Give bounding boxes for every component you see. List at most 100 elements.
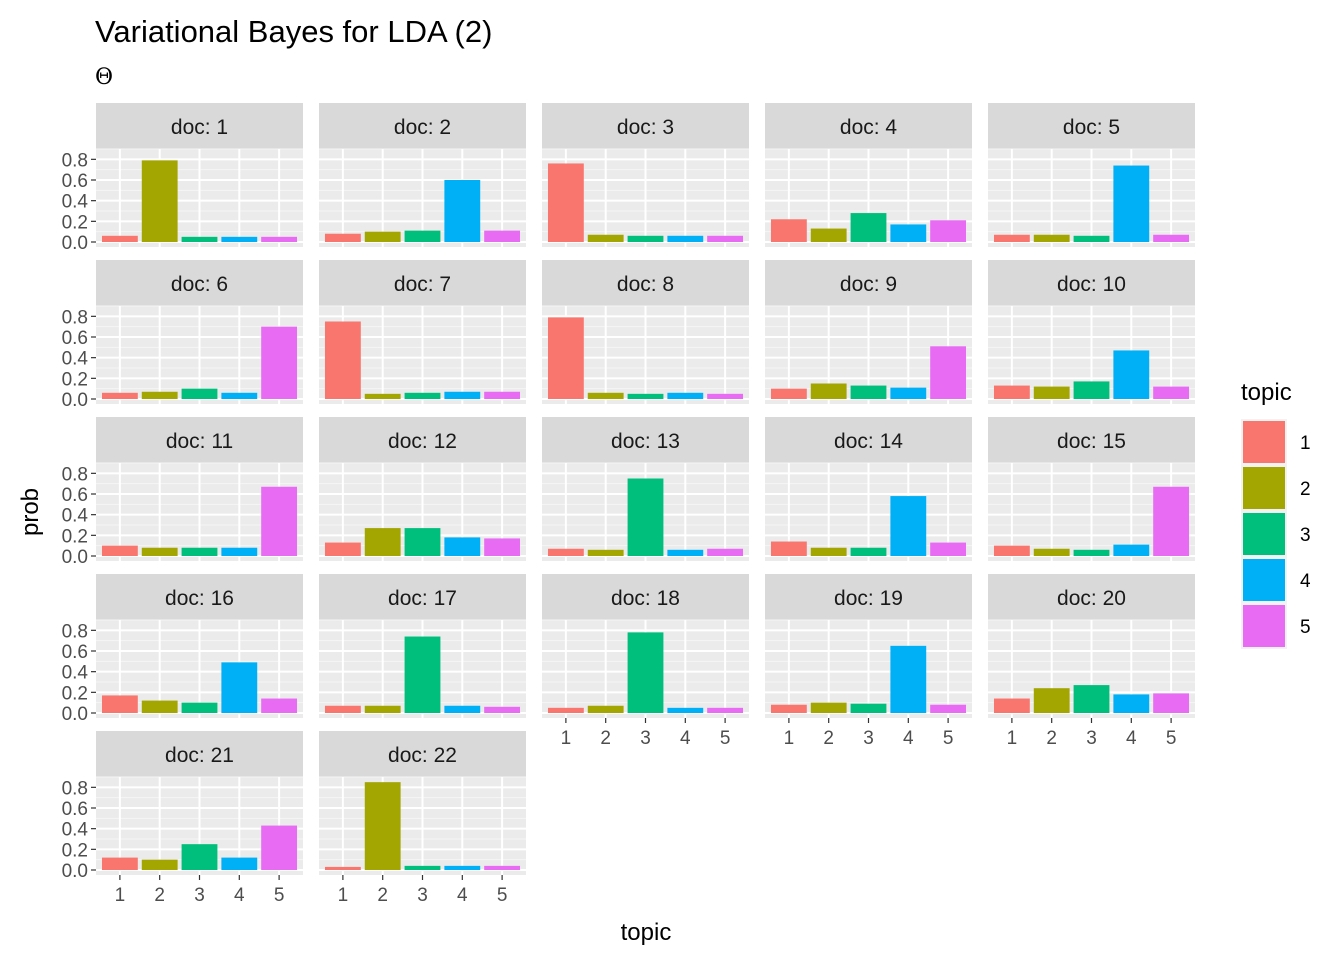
facet-panel-doc-21: doc: 21 0.00.20.40.60.8 1 2 3 4 5	[62, 731, 303, 906]
facet-strip-label: doc: 7	[394, 273, 451, 296]
bar-doc-20-topic-3	[1073, 685, 1110, 713]
facet-strip	[96, 103, 303, 149]
facet-panel-doc-19: doc: 19 1 2 3 4 5	[765, 574, 972, 749]
bar-doc-20-topic-2	[1033, 688, 1070, 713]
facet-strip-label: doc: 6	[171, 273, 228, 296]
facet-strip-label: doc: 16	[165, 587, 234, 610]
bar-doc-3-topic-4	[667, 235, 704, 242]
bar-doc-13-topic-1	[547, 548, 584, 556]
bar-doc-5-topic-2	[1033, 234, 1070, 242]
y-tick-label: 0.0	[62, 233, 88, 254]
legend-item-topic-2: 2	[1241, 465, 1311, 511]
bar-doc-15-topic-5	[1153, 486, 1190, 556]
chart-subtitle: Θ	[95, 65, 113, 90]
bar-doc-10-topic-4	[1113, 350, 1150, 399]
bar-doc-2-topic-4	[444, 180, 481, 242]
facet-strip	[96, 260, 303, 306]
y-tick-label: 0.2	[62, 683, 88, 704]
bar-doc-7-topic-3	[404, 392, 441, 399]
x-tick-label: 4	[903, 728, 914, 749]
facet-strip-label: doc: 20	[1057, 587, 1126, 610]
y-tick-label: 0.2	[62, 369, 88, 390]
bar-doc-10-topic-3	[1073, 381, 1110, 399]
bar-doc-8-topic-4	[667, 392, 704, 399]
bar-doc-21-topic-3	[181, 844, 218, 870]
facet-strip-label: doc: 3	[617, 116, 674, 139]
facet-panel-doc-15: doc: 15	[988, 417, 1195, 561]
bar-doc-14-topic-2	[810, 547, 847, 556]
facet-strip	[96, 731, 303, 777]
x-tick-label: 3	[417, 885, 428, 906]
facet-strip	[765, 417, 972, 463]
bar-doc-17-topic-3	[404, 636, 441, 713]
bar-doc-18-topic-2	[587, 705, 624, 713]
bar-doc-21-topic-2	[141, 859, 178, 870]
bar-doc-14-topic-1	[770, 541, 807, 556]
facet-panel-doc-14: doc: 14	[765, 417, 972, 561]
y-tick-label: 0.8	[62, 621, 88, 642]
bar-doc-20-topic-5	[1153, 693, 1190, 713]
bar-doc-1-topic-5	[261, 236, 298, 242]
facet-strip	[765, 260, 972, 306]
bar-doc-3-topic-2	[587, 234, 624, 242]
bar-doc-19-topic-3	[850, 703, 887, 713]
bar-doc-1-topic-4	[221, 236, 258, 242]
bar-doc-2-topic-3	[404, 230, 441, 242]
bar-doc-5-topic-3	[1073, 235, 1110, 242]
bar-doc-11-topic-5	[261, 486, 298, 556]
facet-strip	[542, 103, 749, 149]
y-tick-label: 0.6	[62, 799, 88, 820]
y-tick-label: 0.2	[62, 840, 88, 861]
bar-doc-2-topic-1	[324, 233, 361, 242]
x-tick-label: 5	[497, 885, 508, 906]
facet-panel-doc-22: doc: 22 1 2 3 4 5	[319, 731, 526, 906]
bar-doc-21-topic-1	[101, 857, 138, 870]
facet-panel-doc-20: doc: 20 1 2 3 4 5	[988, 574, 1195, 749]
bar-doc-3-topic-3	[627, 235, 664, 242]
bar-doc-9-topic-2	[810, 383, 847, 399]
x-tick-label: 1	[1007, 728, 1018, 749]
bar-doc-22-topic-1	[324, 866, 361, 870]
bar-doc-5-topic-5	[1153, 234, 1190, 242]
bar-doc-13-topic-5	[707, 548, 744, 556]
bar-doc-19-topic-5	[930, 704, 967, 713]
facet-panel-doc-6: doc: 6 0.00.20.40.60.8	[62, 260, 303, 411]
x-tick-label: 5	[720, 728, 731, 749]
bar-doc-10-topic-5	[1153, 386, 1190, 399]
facet-strip	[988, 260, 1195, 306]
bar-doc-8-topic-2	[587, 392, 624, 399]
legend-swatch	[1243, 605, 1285, 647]
bar-doc-15-topic-3	[1073, 549, 1110, 556]
facet-strip	[542, 574, 749, 620]
bar-doc-6-topic-2	[141, 391, 178, 399]
bar-doc-5-topic-4	[1113, 165, 1150, 242]
facet-strip-label: doc: 10	[1057, 273, 1126, 296]
bar-doc-16-topic-1	[101, 695, 138, 713]
bar-doc-9-topic-4	[890, 387, 927, 399]
bar-doc-15-topic-1	[993, 545, 1030, 556]
bar-doc-14-topic-3	[850, 547, 887, 556]
bar-doc-22-topic-5	[484, 865, 521, 870]
x-axis-title: topic	[621, 919, 672, 946]
facet-panel-doc-16: doc: 16 0.00.20.40.60.8	[62, 574, 303, 725]
x-tick-label: 1	[115, 885, 126, 906]
bar-doc-12-topic-2	[364, 528, 401, 556]
bar-doc-17-topic-1	[324, 705, 361, 713]
facet-strip	[96, 417, 303, 463]
y-tick-label: 0.6	[62, 642, 88, 663]
facet-panel-doc-9: doc: 9	[765, 260, 972, 404]
facet-panel-doc-1: doc: 1 0.00.20.40.60.8	[62, 103, 303, 254]
x-tick-label: 4	[680, 728, 691, 749]
x-tick-label: 2	[823, 728, 834, 749]
facet-strip-label: doc: 19	[834, 587, 903, 610]
bar-doc-20-topic-1	[993, 698, 1030, 713]
y-tick-label: 0.4	[62, 820, 89, 841]
facet-strip-label: doc: 5	[1063, 116, 1120, 139]
bar-doc-13-topic-3	[627, 478, 664, 556]
legend-swatch	[1243, 421, 1285, 463]
facet-strip	[319, 103, 526, 149]
facet-strip	[988, 103, 1195, 149]
bar-doc-13-topic-4	[667, 549, 704, 556]
